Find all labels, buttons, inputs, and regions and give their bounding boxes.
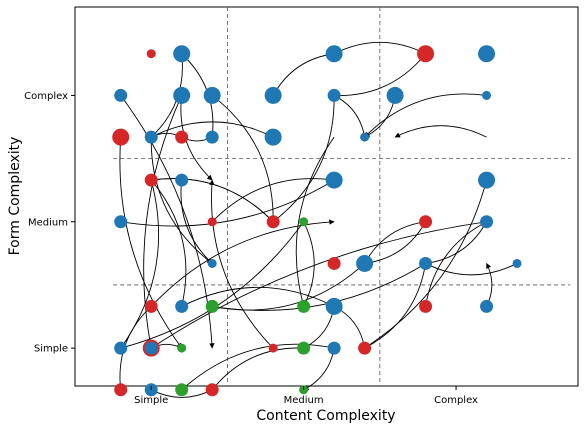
data-point-red [417, 45, 434, 62]
data-point-green [299, 217, 308, 226]
data-point-blue [175, 300, 188, 313]
data-point-blue [326, 172, 343, 189]
data-point-blue [173, 45, 190, 62]
x-tick-label: Medium [284, 395, 324, 406]
y-axis-label: Form Complexity [7, 137, 23, 256]
data-point-blue [478, 45, 495, 62]
data-point-blue [175, 174, 188, 187]
data-point-blue [114, 89, 127, 102]
data-point-blue [419, 257, 432, 270]
data-point-red [145, 174, 158, 187]
data-point-blue [480, 300, 493, 313]
data-point-red [147, 49, 156, 58]
x-tick-label: Complex [434, 395, 478, 406]
data-point-blue [356, 255, 373, 272]
data-point-blue [328, 89, 341, 102]
data-point-blue [145, 131, 158, 144]
data-point-red [112, 129, 129, 146]
data-point-red [269, 344, 278, 353]
y-tick-label: Complex [24, 91, 68, 102]
y-tick-label: Simple [34, 344, 68, 355]
data-point-red [328, 257, 341, 270]
data-point-green [297, 300, 310, 313]
data-point-blue [478, 172, 495, 189]
data-point-blue [387, 87, 404, 104]
data-point-blue [326, 298, 343, 315]
y-ticks: Simple Medium Complex [24, 91, 75, 355]
data-point-blue [265, 129, 282, 146]
data-point-blue [265, 87, 282, 104]
data-point-red [358, 342, 371, 355]
data-point-blue [326, 45, 343, 62]
data-point-blue [204, 87, 221, 104]
data-point-blue [328, 342, 341, 355]
data-point-red [267, 215, 280, 228]
data-point-red [114, 383, 127, 396]
data-point-red [175, 131, 188, 144]
data-point-red [145, 300, 158, 313]
data-point-green [297, 342, 310, 355]
data-point-red [208, 217, 217, 226]
data-point-blue [482, 91, 491, 100]
data-point-red [419, 300, 432, 313]
data-point-green [206, 300, 219, 313]
data-point-green [175, 383, 188, 396]
x-tick-label: Simple [134, 395, 168, 406]
data-point-blue [114, 215, 127, 228]
data-point-blue [208, 259, 217, 268]
data-point-blue [206, 131, 219, 144]
data-point-green [177, 344, 186, 353]
y-tick-label: Medium [28, 217, 68, 228]
data-point-blue [360, 133, 369, 142]
data-point-blue [114, 342, 127, 355]
data-point-blue [145, 342, 158, 355]
data-point-blue [513, 259, 522, 268]
data-point-red [206, 383, 219, 396]
x-axis-label: Content Complexity [256, 408, 395, 424]
data-point-blue [480, 215, 493, 228]
data-point-blue [173, 87, 190, 104]
data-point-red [419, 215, 432, 228]
